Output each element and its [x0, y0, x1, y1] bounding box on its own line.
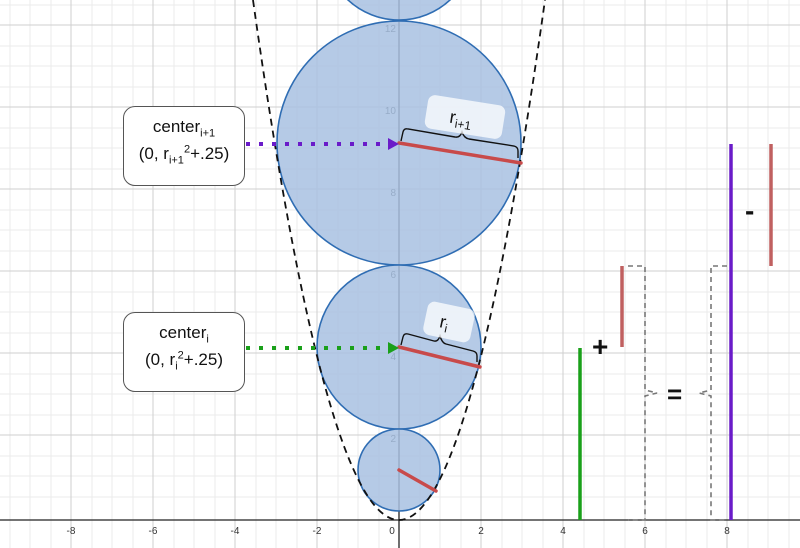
lower-radius-label: ri [423, 301, 475, 343]
x-tick-label: 0 [389, 526, 395, 537]
x-tick-label: -8 [67, 526, 76, 537]
lower-callout-formula: (0, ri2+.25) [124, 348, 244, 375]
upper-formula-sup: 2 [183, 143, 191, 156]
x-tick-label: 8 [724, 526, 730, 537]
lower-callout-title-sub: i [206, 333, 209, 346]
upper-radius-letter: r [448, 107, 457, 128]
lower-formula-sup: 2 [177, 349, 184, 362]
upper-formula-sub: i+1 [168, 154, 184, 167]
radius-lines [397, 141, 523, 493]
upper-callout-title: centeri+1 [124, 115, 244, 142]
x-tick-label: -6 [149, 526, 158, 537]
upper-callout-title-sub: i+1 [200, 127, 216, 140]
left-dashed-bracket [628, 265, 658, 521]
lower-radius-letter: r [438, 311, 448, 332]
upper-formula-pre: (0, r [138, 144, 169, 164]
lower-formula-sub: i [175, 360, 178, 373]
x-tick-label: -2 [313, 526, 322, 537]
upper-center-callout: centeri+1 (0, ri+12+.25) [123, 106, 245, 186]
svg-text:ri+1: ri+1 [448, 107, 474, 133]
lower-center-arrow [246, 342, 399, 354]
lower-radius-subscript: i [443, 321, 449, 335]
upper-radius-label: ri+1 [424, 95, 506, 139]
right-dashed-bracket [698, 265, 727, 521]
upper-radius-line [397, 141, 523, 165]
upper-center-arrow [246, 138, 399, 150]
lower-center-callout: centeri (0, ri2+.25) [123, 312, 245, 392]
top-circle [346, 0, 452, 21]
x-tick-label: 4 [560, 526, 566, 537]
lower-callout-title: centeri [124, 321, 244, 348]
minus-sign: - [745, 195, 754, 226]
equals-sign: = [667, 379, 682, 409]
circles [276, 0, 522, 512]
x-tick-label: 2 [478, 526, 484, 537]
upper-formula-post: +.25) [190, 144, 230, 164]
upper-arrow-head-icon [388, 138, 399, 150]
middle-radius-line [397, 345, 482, 369]
lower-arrow-head-icon [388, 342, 399, 354]
upper-radius-subscript: i+1 [454, 117, 473, 133]
svg-text:ri: ri [437, 311, 450, 335]
x-tick-label: -4 [231, 526, 240, 537]
parabola-curve [252, 0, 546, 521]
lower-callout-title-text: center [159, 323, 207, 342]
lower-formula-pre: (0, r [144, 350, 176, 370]
bottom-radius-line [397, 468, 438, 493]
plus-sign: + [592, 331, 608, 362]
x-tick-label: 6 [642, 526, 648, 537]
upper-callout-title-text: center [152, 117, 201, 136]
upper-callout-formula: (0, ri+12+.25) [124, 142, 244, 169]
lower-formula-post: +.25) [183, 350, 224, 370]
x-tick-labels: -8 -6 -4 -2 0 2 4 6 8 [67, 526, 731, 537]
